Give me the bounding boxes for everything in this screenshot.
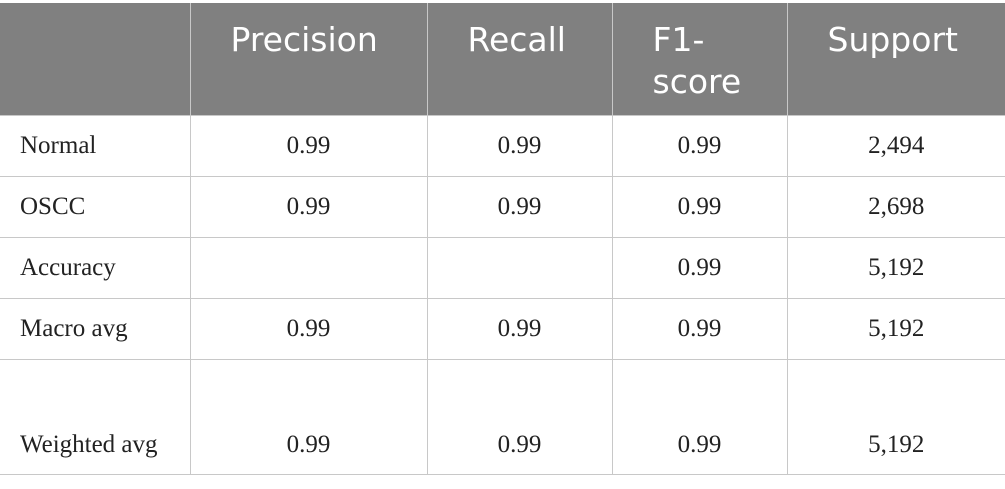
header-cell: Precision xyxy=(189,3,427,116)
row-label: Macro avg xyxy=(0,298,191,360)
row-label: Accuracy xyxy=(0,237,191,299)
table-row: Macro avg 0.99 0.99 0.99 5,192 xyxy=(0,298,1005,360)
cell: 0.99 xyxy=(426,176,613,238)
row-label: Normal xyxy=(0,115,191,177)
cell xyxy=(426,237,613,299)
header-cell: F1-score xyxy=(611,3,787,116)
cell: 0.99 xyxy=(426,298,613,360)
cell: 0.99 xyxy=(611,176,788,238)
cell: 0.99 xyxy=(189,298,428,360)
row-label: OSCC xyxy=(0,176,191,238)
header-cell: Recall xyxy=(426,3,612,116)
header-cell xyxy=(0,3,190,116)
cell: 0.99 xyxy=(611,298,788,360)
cell: 0.99 xyxy=(611,359,788,475)
cell: 0.99 xyxy=(189,115,428,177)
cell: 2,494 xyxy=(786,115,1005,177)
header-cell: Support xyxy=(786,3,1005,116)
header-text: Recall xyxy=(467,20,566,59)
header-text: Support xyxy=(827,20,958,59)
table-row: Weighted avg 0.99 0.99 0.99 5,192 xyxy=(0,359,1005,475)
table-row: Accuracy 0.99 5,192 xyxy=(0,237,1005,299)
cell: 0.99 xyxy=(426,359,613,475)
cell: 5,192 xyxy=(786,298,1005,360)
table-body: Normal 0.99 0.99 0.99 2,494 OSCC 0.99 0.99 0.99 2… xyxy=(0,115,1005,475)
header-text: F1-score xyxy=(652,20,742,101)
table-header: Precision Recall F1-score Support xyxy=(0,3,1005,116)
table-row: OSCC 0.99 0.99 0.99 2,698 xyxy=(0,176,1005,238)
cell: 0.99 xyxy=(189,359,428,475)
cell: 0.99 xyxy=(189,176,428,238)
page: Precision Recall F1-score Support Normal 0.9… xyxy=(0,3,1005,489)
cell: 0.99 xyxy=(611,237,788,299)
table-row: Normal 0.99 0.99 0.99 2,494 xyxy=(0,115,1005,177)
cell xyxy=(189,237,428,299)
cell: 0.99 xyxy=(426,115,613,177)
cell: 0.99 xyxy=(611,115,788,177)
cell: 2,698 xyxy=(786,176,1005,238)
header-row: Precision Recall F1-score Support xyxy=(0,3,1005,116)
cell: 5,192 xyxy=(786,359,1005,475)
cell: 5,192 xyxy=(786,237,1005,299)
header-text: Precision xyxy=(230,20,378,59)
metrics-table: Precision Recall F1-score Support Normal 0.9… xyxy=(0,3,1005,475)
row-label: Weighted avg xyxy=(0,359,191,475)
